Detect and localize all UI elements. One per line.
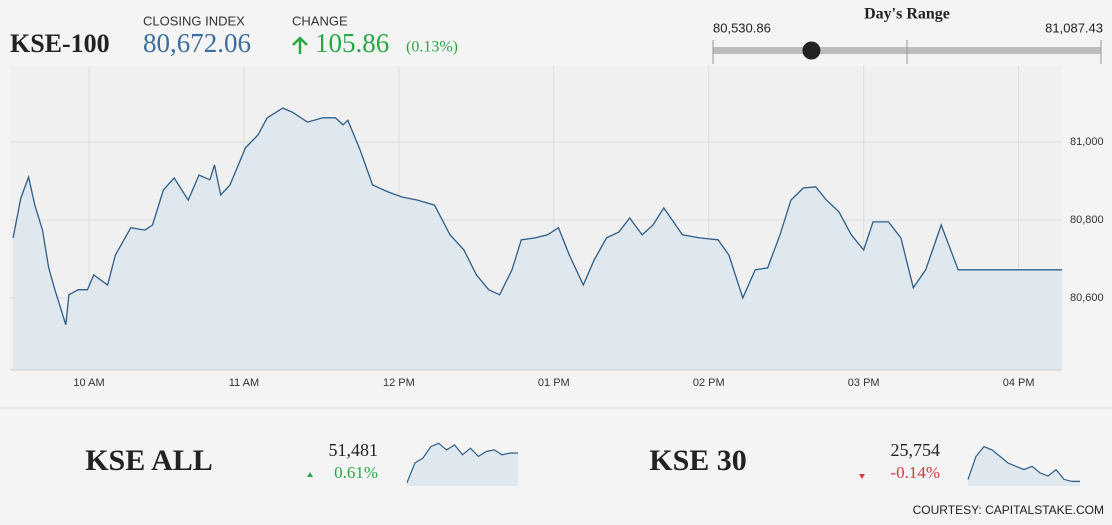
x-tick-label: 12 PM <box>383 377 415 389</box>
closing-value: 80,672.06 <box>143 28 251 58</box>
up-triangle <box>307 472 313 477</box>
area <box>13 108 1063 370</box>
sparkline <box>967 445 1080 482</box>
index-change: 0.61% <box>334 463 378 482</box>
change-label: CHANGE <box>292 13 348 28</box>
index-value: 51,481 <box>329 440 379 460</box>
change-value: 105.86 <box>315 28 389 58</box>
sparkline-area <box>407 443 518 486</box>
x-tick-label: 11 AM <box>229 377 259 389</box>
y-tick-label: 81,000 <box>1070 136 1104 148</box>
down-triangle <box>859 474 865 479</box>
x-tick-label: 04 PM <box>1003 377 1035 389</box>
y-tick-label: 80,800 <box>1070 214 1104 226</box>
index-name: KSE ALL <box>85 444 213 477</box>
footer: COURTESY: CAPITALSTAKE.COM <box>913 503 1104 517</box>
sparkline-area <box>968 446 1080 486</box>
sparkline <box>406 442 518 483</box>
line <box>12 107 1062 325</box>
range-title: Day's Range <box>864 6 950 23</box>
y-tick-label: 80,600 <box>1070 292 1104 304</box>
index-name: KSE-100 <box>10 29 110 58</box>
closing-label: CLOSING INDEX <box>143 13 245 28</box>
change-percent: (0.13%) <box>406 39 458 56</box>
plot <box>10 66 1063 370</box>
up-arrow <box>292 36 308 54</box>
index-change: -0.14% <box>890 463 940 482</box>
range-high: 81,087.43 <box>1045 20 1103 35</box>
index-name: KSE 30 <box>649 444 747 477</box>
x-tick-label: 10 AM <box>73 377 104 389</box>
x-tick-label: 01 PM <box>538 377 570 389</box>
index-value: 25,754 <box>891 440 941 460</box>
range-low: 80,530.86 <box>713 20 771 35</box>
x-tick-label: 02 PM <box>693 377 725 389</box>
range-marker <box>802 41 821 60</box>
x-tick-label: 03 PM <box>848 377 880 389</box>
